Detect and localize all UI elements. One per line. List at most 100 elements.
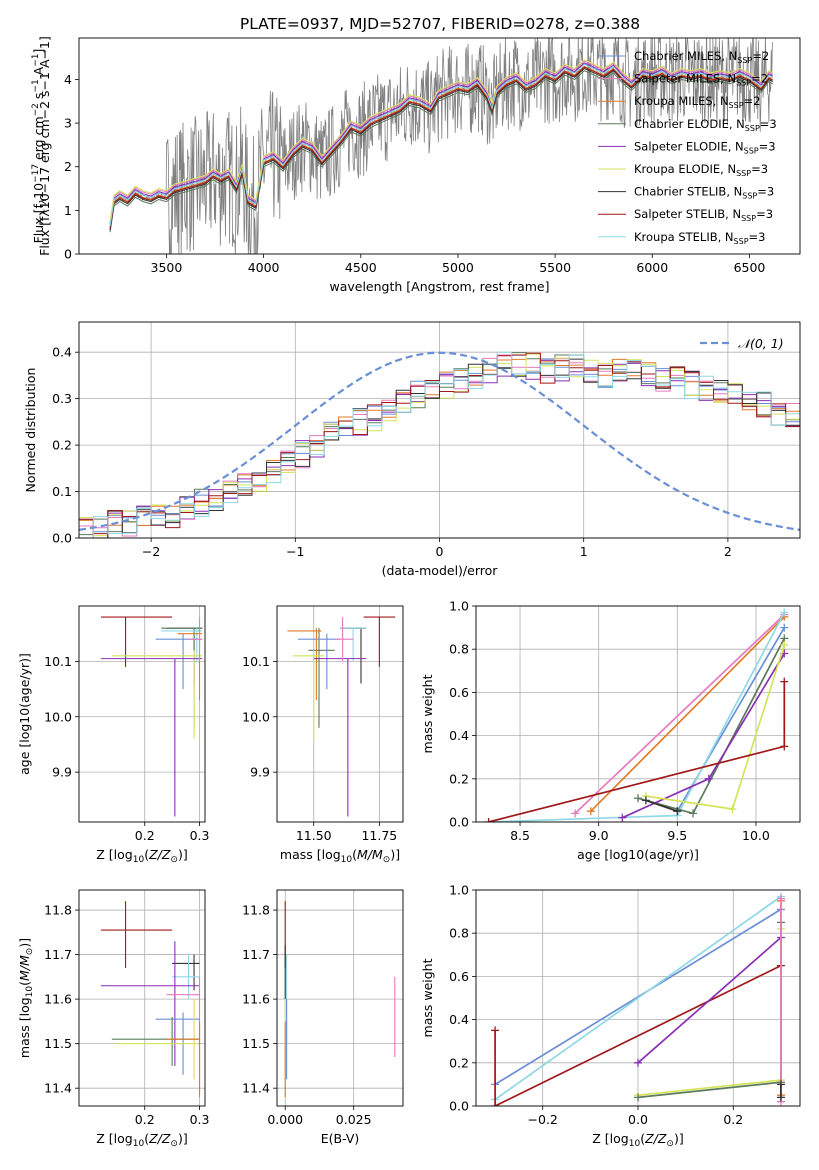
y-tick-label: 10.0 (242, 709, 270, 724)
legend-text: Kroupa ELODIE, N (634, 162, 736, 176)
label-part: ( (144, 1131, 149, 1146)
legend-text: Chabrier MILES, N (634, 49, 737, 63)
label-part: Z/Z (644, 1131, 667, 1146)
x-tick-label: 8.5 (510, 828, 530, 843)
weight-marker (728, 805, 737, 814)
legend: 𝒩(0, 1) (700, 336, 784, 351)
weight-marker (780, 742, 789, 751)
model-salpeter-elodie (109, 62, 774, 225)
y-tick-label: 0 (64, 247, 72, 262)
label-part: Z/Z (148, 847, 171, 862)
y-tick-label: 10.1 (44, 654, 72, 669)
plot-area (100, 901, 201, 1098)
label-part: ( (17, 703, 32, 708)
label-part: ⊙ (666, 1139, 674, 1149)
y-tick-label: 11.4 (44, 1081, 72, 1096)
axes-frame (276, 605, 404, 823)
y-tick-label: 11.5 (44, 1036, 72, 1051)
y-axis-label: Normed distribution (23, 368, 38, 493)
y-tick-label: 9.9 (250, 765, 270, 780)
x-axis-label: Z [log10(Z/Z⊙)] (96, 1131, 187, 1149)
y-tick-label: 11.6 (44, 992, 72, 1007)
label-part: age/yr (17, 662, 32, 703)
x-tick-label: −1 (286, 544, 304, 559)
label-part: mass [log (17, 997, 32, 1058)
axes-spectrum: 3500 4000 4500 5000 5500 6000 6500 0 1 2 3 4 wavelen… (31, 36, 801, 294)
legend-text: =2 (751, 72, 768, 86)
x-tick-label: 0.2 (135, 828, 155, 843)
x-tick-label: 0.0 (628, 1112, 648, 1127)
x-tick-label: 4000 (248, 260, 280, 275)
axes-age-vs-Z: 0.2 0.39.910.010.1Z [log10(Z/Z⊙)]age [log… (17, 605, 210, 865)
weight-line-salpeter-miles (574, 613, 785, 815)
label-part: 10 (25, 986, 35, 998)
model-salpeter-miles (109, 60, 774, 223)
x-axis-label: age [log10(age/yr)] (577, 847, 699, 862)
x-tick-label: −2 (142, 544, 160, 559)
x-tick-label: 0.2 (723, 1112, 743, 1127)
label-part: −17 (37, 167, 52, 193)
x-tick-label: 5500 (539, 260, 571, 275)
axes-age-vs-mass: 11.50 11.75 9.9 10.0 10.1 mass [log10(M/M⊙)] (242, 605, 404, 865)
weight-marker (780, 608, 789, 617)
legend-sub: SSP (736, 169, 751, 178)
legend-text: =3 (751, 162, 768, 176)
label-part: −17 (31, 164, 41, 183)
legend-text: Chabrier ELODIE, N (634, 117, 745, 131)
grid (79, 890, 205, 1106)
x-axis-label: Z [log10(Z/Z⊙)] (592, 1131, 683, 1149)
legend-entry: Salpeter STELIB, NSSP=3 (634, 207, 773, 223)
plot-area (491, 892, 785, 1106)
legend-entry: Chabrier MILES, NSSP=2 (634, 49, 769, 65)
axes-frame (78, 321, 801, 539)
figure-title: PLATE=0937, MJD=52707, FIBERID=0278, z=0… (240, 15, 640, 33)
x-axis-label: wavelength [Angstrom, rest frame] (329, 279, 549, 294)
label-part: ] (31, 49, 46, 54)
label-part: ⊙ (383, 855, 391, 865)
label-part: ( (640, 1131, 645, 1146)
label-part: −2 (31, 103, 41, 116)
weight-line-kroupa-stelib (494, 895, 782, 1101)
label-part: ( (144, 847, 149, 862)
y-tick-label: 11.4 (242, 1081, 270, 1096)
y-tick-label: 2 (64, 159, 72, 174)
weight-line-salpeter-stelib (494, 964, 782, 1106)
y-tick-label: 9.9 (52, 765, 72, 780)
label-part: 10 (341, 855, 353, 865)
axes-weight-vs-Z: −0.2 0.0 0.2 0.0 0.2 0.4 0.6 0.8 1.0 Z [log10(Z/Z… (420, 883, 801, 1149)
legend-text: Kroupa STELIB, N (634, 230, 734, 244)
label-part: 10 (17, 708, 32, 724)
model-chabrier-elodie (109, 70, 774, 233)
weight-marker (618, 813, 627, 822)
x-tick-label: 0.3 (190, 828, 210, 843)
plot-area (100, 616, 203, 817)
axes-frame (475, 889, 801, 1107)
y-tick-label: 1.0 (449, 883, 469, 898)
axes-frame (475, 605, 801, 823)
legend-text: Kroupa MILES, N (634, 94, 729, 108)
y-tick-label: 0.8 (449, 642, 469, 657)
label-part: ( (644, 847, 649, 862)
label-part: λ (39, 199, 49, 205)
hist-kroupa-stelib (79, 351, 800, 538)
x-tick-label: 3500 (151, 260, 183, 275)
label-part: M/M (357, 847, 383, 862)
label-part: )] (17, 938, 32, 948)
label-part: Z [log (592, 1131, 628, 1146)
grid (79, 606, 205, 822)
weight-marker (780, 677, 789, 686)
y-tick-label: 11.8 (242, 903, 270, 918)
legend-entry: Chabrier STELIB, NSSP=3 (634, 185, 774, 201)
legend-sub: SSP (744, 146, 759, 155)
y-tick-label: 0.2 (449, 1055, 469, 1070)
legend-sub: SSP (736, 79, 751, 88)
label-part: age [log (17, 724, 32, 775)
weight-marker (704, 774, 713, 783)
y-tick-label: 11.8 (44, 903, 72, 918)
weight-marker (586, 807, 595, 816)
legend-sub: SSP (734, 237, 749, 246)
y-tick-label: 1 (64, 203, 72, 218)
y-tick-label: 0.2 (449, 771, 469, 786)
legend-sub: SSP (741, 214, 756, 223)
